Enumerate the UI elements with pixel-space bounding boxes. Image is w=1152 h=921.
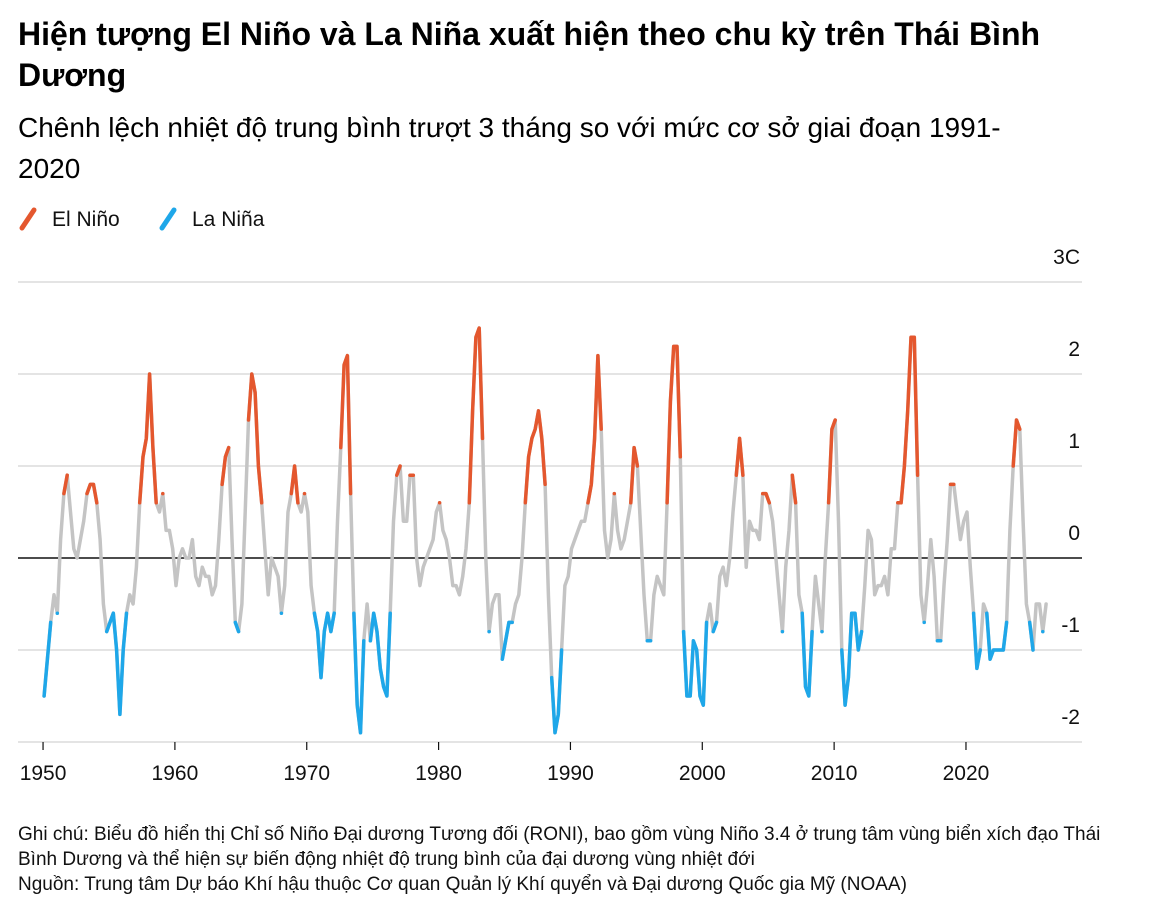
el-nino-segment — [896, 335, 920, 505]
el-nino-segment — [395, 464, 402, 477]
la-nina-segment — [500, 620, 514, 661]
legend-swatch — [19, 207, 37, 231]
el-nino-segment — [220, 445, 231, 487]
el-nino-segment — [826, 418, 837, 505]
y-tick-label: -1 — [1061, 614, 1080, 637]
el-nino-segment — [523, 409, 547, 505]
x-tick-label: 2000 — [679, 762, 726, 785]
el-nino-segment — [629, 445, 640, 505]
la-nina-segment — [681, 620, 709, 707]
la-nina-segment — [312, 611, 336, 680]
source: Nguồn: Trung tâm Dự báo Khí hậu thuộc Cơ… — [18, 874, 907, 895]
el-nino-segment — [467, 326, 485, 505]
el-nino-segment — [62, 473, 69, 496]
el-nino-segment — [586, 353, 603, 505]
note: Ghi chú: Biểu đồ hiển thị Chỉ số Niño Đạ… — [18, 824, 1101, 870]
legend-swatch — [159, 207, 177, 231]
x-tick-label: 2020 — [943, 762, 990, 785]
la-nina-segment — [1027, 620, 1035, 652]
x-tick-label: 1990 — [547, 762, 594, 785]
la-nina-segment — [971, 611, 982, 671]
el-nino-segment — [246, 372, 264, 505]
legend-label: El Niño — [52, 208, 120, 231]
legend-label: La Niña — [192, 208, 265, 231]
x-tick-label: 1980 — [415, 762, 462, 785]
chart-title: Hiện tượng El Niño và La Niña xuất hiện … — [18, 16, 1041, 93]
x-tick-label: 1950 — [20, 762, 67, 785]
el-nino-segment — [790, 473, 798, 505]
el-nino-segment — [85, 482, 99, 505]
la-nina-segment — [104, 611, 129, 717]
la-nina-segment — [549, 648, 564, 735]
la-nina-segment — [800, 611, 814, 698]
el-nino-segment — [289, 464, 300, 505]
la-nina-segment — [233, 620, 241, 634]
la-nina-segment — [985, 611, 1009, 661]
y-tick-label: 2 — [1068, 338, 1080, 361]
y-tick-label: 0 — [1068, 522, 1080, 545]
y-tick-label: 3C — [1053, 246, 1080, 269]
footnotes: Ghi chú: Biểu đồ hiển thị Chỉ số Niño Đạ… — [18, 822, 1143, 897]
index-line — [42, 326, 1048, 735]
el-nino-segment — [339, 353, 353, 496]
x-tick-label: 1970 — [283, 762, 330, 785]
chart-subtitle: Chênh lệch nhiệt độ trung bình trượt 3 t… — [18, 112, 1001, 184]
la-nina-segment — [352, 611, 366, 735]
la-nina-segment — [711, 620, 719, 634]
x-tick-label: 2010 — [811, 762, 858, 785]
el-nino-segment — [137, 372, 158, 505]
el-nino-segment — [665, 344, 683, 505]
la-nina-segment — [42, 620, 53, 698]
la-nina-segment — [368, 611, 392, 698]
el-nino-segment — [1011, 418, 1022, 468]
y-tick-label: -2 — [1061, 706, 1080, 729]
y-tick-label: 1 — [1068, 430, 1080, 453]
el-nino-segment — [760, 491, 772, 505]
x-tick-label: 1960 — [152, 762, 199, 785]
el-nino-segment — [734, 436, 745, 477]
la-nina-segment — [840, 611, 864, 707]
